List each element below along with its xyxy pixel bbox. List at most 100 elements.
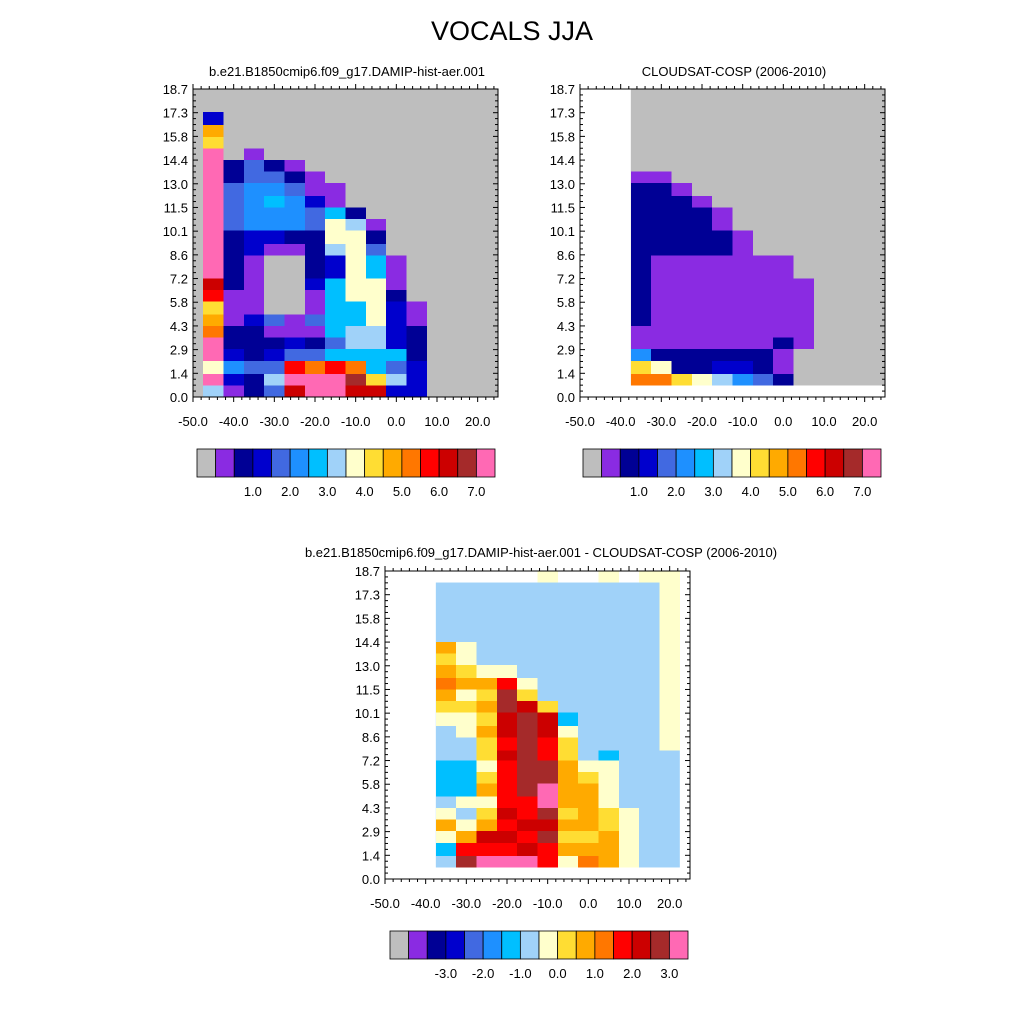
heatmap-cell [659, 571, 680, 751]
heatmap-cell [203, 136, 224, 149]
heatmap-cell [284, 243, 305, 256]
heatmap-cell [264, 159, 285, 172]
y-tick-label: 15.8 [355, 611, 380, 626]
colorbar-swatch [382, 448, 403, 478]
colorbar-swatch [594, 930, 614, 960]
heatmap-cell [598, 750, 619, 761]
y-tick-label: 4.3 [362, 801, 380, 816]
heatmap-cell [537, 855, 558, 868]
colorbar-swatch [519, 930, 540, 960]
heatmap-cell [752, 326, 774, 350]
heatmap-cell [752, 278, 774, 327]
heatmap-cell [435, 842, 457, 856]
y-tick-label: 4.3 [170, 319, 188, 334]
y-tick-label: 2.9 [170, 343, 188, 358]
heatmap-cell [691, 196, 713, 208]
colorbar-swatch [475, 448, 496, 478]
heatmap-cell [476, 678, 497, 690]
heatmap-cell [435, 678, 457, 690]
x-tick-label: -20.0 [687, 414, 717, 429]
heatmap-cell [243, 148, 265, 160]
x-tick-label: 0.0 [774, 414, 792, 429]
x-tick-label: -50.0 [565, 414, 595, 429]
heatmap-cell [243, 255, 265, 315]
heatmap-cell [578, 808, 599, 832]
heatmap-cell [651, 360, 672, 374]
heatmap-cell [793, 314, 814, 350]
colorbar-swatch [389, 930, 410, 960]
x-tick-label: -50.0 [370, 896, 400, 911]
y-tick-label: 1.4 [557, 366, 575, 381]
heatmap-cell [630, 360, 652, 374]
colorbar-swatch [538, 930, 559, 960]
heatmap-cell [435, 712, 457, 726]
x-tick-label: -30.0 [260, 414, 290, 429]
heatmap-cell [651, 373, 672, 386]
colorbar-swatch [843, 448, 863, 478]
colorbar-label: 1.0 [586, 966, 604, 981]
heatmap-cell [578, 771, 599, 784]
x-tick-label: 10.0 [811, 414, 836, 429]
heatmap-cell [223, 314, 244, 327]
y-tick-label: 11.5 [164, 200, 188, 215]
heatmap-cell [345, 219, 366, 231]
heatmap-cell [476, 819, 497, 832]
heatmap-cell [304, 230, 326, 256]
colorbar-label: 3.0 [660, 966, 678, 981]
heatmap-cell [264, 182, 285, 197]
heatmap-cell [496, 689, 518, 713]
heatmap-cell [345, 255, 366, 279]
heatmap-cell [264, 337, 285, 350]
heatmap-cell [671, 196, 692, 256]
heatmap-cell [365, 385, 387, 397]
colorbar-swatch [613, 930, 633, 960]
y-tick-label: 4.3 [557, 319, 575, 334]
heatmap-cell [345, 360, 366, 374]
heatmap-cell [345, 385, 366, 397]
heatmap-cell [304, 360, 326, 374]
heatmap-cell [435, 819, 457, 832]
colorbar-swatch [601, 448, 621, 478]
colorbar-swatch [289, 448, 310, 478]
heatmap-cell [630, 349, 652, 361]
heatmap-cell [435, 689, 457, 702]
colorbar-swatch [861, 448, 882, 478]
heatmap-cell [476, 760, 497, 772]
heatmap-cell [557, 819, 579, 832]
heatmap-cell [691, 207, 713, 256]
heatmap-cell [773, 373, 794, 386]
heatmap-cell [517, 796, 538, 820]
heatmap-cell [476, 831, 497, 843]
heatmap-cell [618, 842, 640, 868]
heatmap-cell [537, 831, 558, 843]
x-tick-label: -40.0 [411, 896, 441, 911]
heatmap-cell [284, 230, 305, 244]
heatmap-cell [752, 373, 774, 386]
heatmap-cell [345, 373, 366, 386]
heatmap-cell [496, 712, 518, 738]
heatmap-cell [578, 760, 599, 772]
heatmap-cell [476, 855, 497, 868]
heatmap-cell [284, 207, 305, 231]
heatmap-cell [325, 337, 346, 350]
heatmap-panel-1: 18.7 17.3 15.8 14.4 13.0 11.5 10.1 8.6 7.2 5.8 4.3… [550, 82, 886, 429]
heatmap-cell [476, 808, 497, 820]
y-tick-label: 18.7 [550, 82, 575, 97]
heatmap-cell [456, 819, 477, 832]
figure-title: VOCALS JJA [430, 16, 594, 46]
colorbar-swatch [420, 448, 440, 478]
heatmap-cell [223, 159, 244, 183]
heatmap-cell [243, 230, 265, 256]
heatmap-cell [630, 337, 652, 350]
y-tick-label: 0.0 [557, 390, 575, 405]
heatmap-cell [223, 182, 244, 231]
heatmap-cell [712, 360, 733, 374]
y-tick-label: 0.0 [362, 872, 380, 887]
heatmap-cell [386, 349, 407, 361]
colorbar-label: 7.0 [853, 484, 871, 499]
heatmap-cell [456, 737, 477, 761]
heatmap-cell [476, 701, 497, 713]
heatmap-cell [456, 641, 477, 654]
heatmap-cell [773, 314, 794, 338]
